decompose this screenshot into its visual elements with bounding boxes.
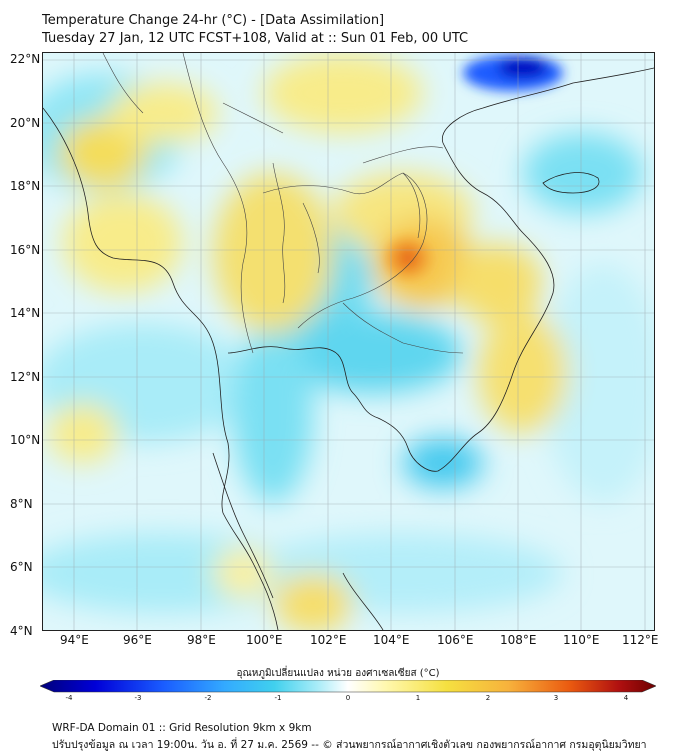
map-canvas: [43, 53, 654, 630]
colorbar-tick: -3: [134, 694, 142, 702]
colorbar-tick: 4: [623, 694, 629, 702]
lon-label: 108°E: [500, 633, 537, 647]
colorbar-tick: -4: [65, 694, 73, 702]
title-line-1: Temperature Change 24-hr (°C) - [Data As…: [42, 13, 385, 28]
lon-label: 94°E: [60, 633, 89, 647]
colorbar-tick: -1: [274, 694, 282, 702]
lat-label: 18°N: [10, 179, 41, 193]
colorbar-tick: 3: [553, 694, 559, 702]
lat-label: 22°N: [10, 52, 41, 66]
lat-label: 20°N: [10, 116, 41, 130]
lon-label: 102°E: [310, 633, 347, 647]
footer-credits: ปรับปรุงข้อมูล ณ เวลา 19:00น. วัน อ. ที่…: [52, 739, 647, 751]
colorbar-tick: 2: [485, 694, 491, 702]
temperature-change-map: [42, 52, 655, 631]
title-line-2: Tuesday 27 Jan, 12 UTC FCST+108, Valid a…: [42, 31, 469, 46]
lat-label: 12°N: [10, 370, 41, 384]
lat-label: 16°N: [10, 243, 41, 257]
colorbar-tick: 1: [415, 694, 421, 702]
coastlines: [43, 67, 654, 630]
colorbar-title: อุณหภูมิเปลี่ยนแปลง หน่วย องศาเซลเซียส (…: [236, 668, 440, 679]
colorbar: [40, 680, 656, 693]
lat-label: 4°N: [10, 624, 33, 638]
lat-label: 10°N: [10, 433, 41, 447]
lat-label: 14°N: [10, 306, 41, 320]
lon-label: 110°E: [563, 633, 600, 647]
lon-label: 106°E: [437, 633, 474, 647]
map-title: Temperature Change 24-hr (°C) - [Data As…: [42, 12, 468, 48]
temperature-field: [43, 53, 654, 630]
colorbar-tick: 0: [345, 694, 351, 702]
lon-label: 98°E: [187, 633, 216, 647]
lat-label: 6°N: [10, 560, 33, 574]
lon-label: 96°E: [123, 633, 152, 647]
lon-label: 104°E: [373, 633, 410, 647]
footer-domain-info: WRF-DA Domain 01 :: Grid Resolution 9km …: [52, 722, 312, 734]
lon-label: 100°E: [246, 633, 283, 647]
hot-spot: [386, 55, 563, 278]
lat-label: 8°N: [10, 497, 33, 511]
graticule: [43, 53, 654, 630]
lon-label: 112°E: [622, 633, 659, 647]
admin-borders: [102, 53, 464, 354]
colorbar-tick: -2: [204, 694, 212, 702]
